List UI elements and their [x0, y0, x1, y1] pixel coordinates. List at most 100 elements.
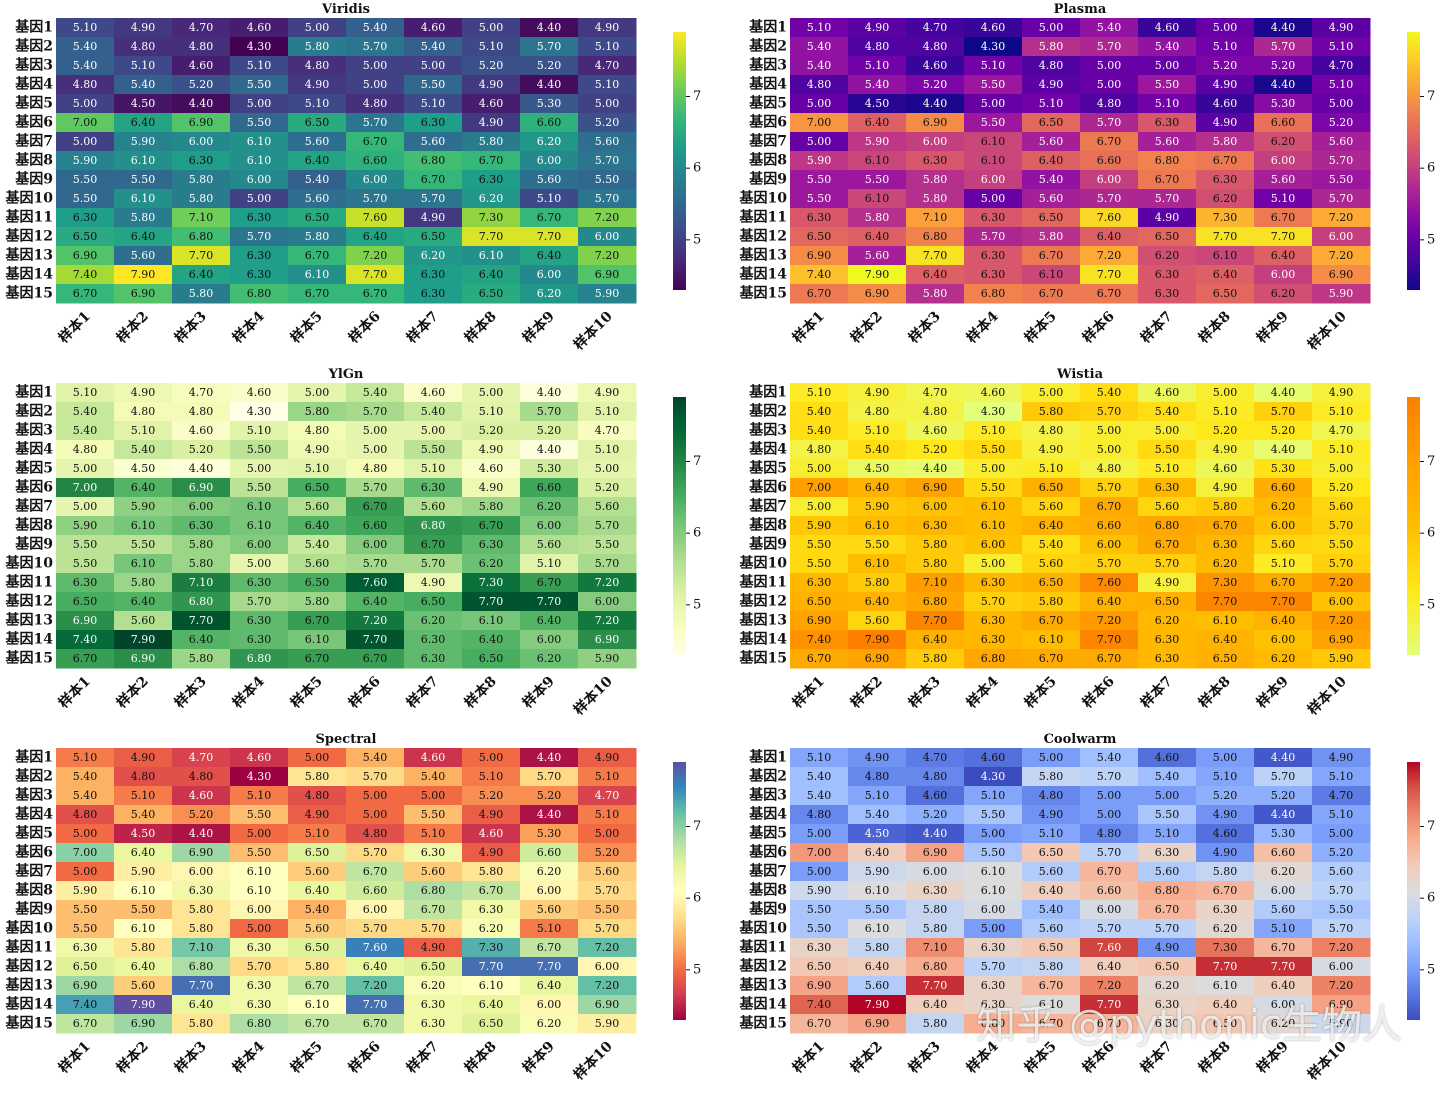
cell-value-label: 6.40 [1097, 230, 1122, 243]
cell-value-label: 5.80 [189, 1017, 214, 1030]
cell-value-label: 5.40 [865, 808, 890, 821]
cell-value-label: 5.10 [131, 424, 156, 437]
heatmap-cell [520, 37, 579, 57]
row-label: 基因1 [749, 19, 787, 36]
cell-value-label: 5.40 [1039, 173, 1064, 186]
cell-value-label: 7.20 [1329, 941, 1354, 954]
cell-value-label: 6.90 [595, 268, 620, 281]
cell-value-label: 4.60 [247, 751, 272, 764]
heatmap-cell [848, 497, 907, 517]
heatmap-cell [1138, 805, 1197, 825]
cell-value-label: 4.90 [479, 116, 504, 129]
heatmap-cell [56, 630, 115, 650]
cell-value-label: 4.80 [923, 770, 948, 783]
cell-value-label: 6.40 [923, 268, 948, 281]
heatmap-cell [230, 75, 289, 95]
heatmap-cell [1080, 748, 1139, 768]
cell-value-label: 5.50 [131, 538, 156, 551]
heatmap-cell [578, 18, 637, 38]
heatmap-cell [404, 824, 463, 844]
cell-value-label: 6.90 [595, 998, 620, 1011]
cell-value-label: 6.40 [189, 268, 214, 281]
cell-value-label: 4.60 [421, 751, 446, 764]
cell-value-label: 5.50 [1155, 808, 1180, 821]
cell-value-label: 6.70 [421, 903, 446, 916]
column-label: 样本8 [1195, 308, 1234, 347]
heatmap-cell [172, 843, 231, 863]
heatmap-cell [1254, 189, 1313, 209]
cell-value-label: 5.80 [1039, 595, 1064, 608]
heatmap-cell [1080, 535, 1139, 555]
panel-title: YlGn [328, 367, 364, 382]
cell-value-label: 5.00 [363, 789, 388, 802]
heatmap-cell [56, 170, 115, 190]
heatmap-cell [114, 1014, 173, 1034]
cell-value-label: 5.50 [981, 116, 1006, 129]
heatmap-cell [1022, 421, 1081, 441]
heatmap-cell [172, 1014, 231, 1034]
cell-value-label: 5.60 [1271, 538, 1296, 551]
heatmap-cell [346, 113, 405, 133]
heatmap-cell [230, 402, 289, 422]
heatmap-cell [346, 402, 405, 422]
cell-value-label: 7.00 [73, 481, 98, 494]
heatmap-cell [404, 37, 463, 57]
row-label: 基因11 [740, 574, 787, 591]
column-label: 样本4 [229, 1038, 268, 1077]
cell-value-label: 5.40 [865, 443, 890, 456]
heatmap-cell [1312, 284, 1371, 304]
heatmap-cell [1254, 767, 1313, 787]
cell-value-label: 7.00 [807, 481, 832, 494]
heatmap-cell [790, 170, 849, 190]
cell-value-label: 5.70 [537, 40, 562, 53]
colorbar [1407, 32, 1420, 290]
heatmap-cell [790, 497, 849, 517]
cell-value-label: 5.50 [807, 557, 832, 570]
heatmap-cell [1196, 573, 1255, 593]
colorbar-tick-label: 6 [693, 891, 701, 906]
row-label: 基因10 [740, 920, 788, 937]
cell-value-label: 5.80 [923, 922, 948, 935]
cell-value-label: 7.20 [595, 211, 620, 224]
heatmap-cell [520, 170, 579, 190]
cell-value-label: 6.40 [537, 249, 562, 262]
heatmap-cell [114, 957, 173, 977]
heatmap-cell [114, 151, 173, 171]
heatmap-cell [1196, 786, 1255, 806]
heatmap-cell [404, 554, 463, 574]
heatmap-cell [520, 881, 579, 901]
cell-value-label: 4.90 [305, 443, 330, 456]
heatmap-cell [404, 56, 463, 76]
heatmap-cell [520, 805, 579, 825]
heatmap-cell [56, 573, 115, 593]
cell-value-label: 6.40 [923, 633, 948, 646]
cell-value-label: 4.90 [1155, 576, 1180, 589]
cell-value-label: 4.80 [305, 424, 330, 437]
cell-value-label: 5.60 [131, 249, 156, 262]
heatmap-cell [1254, 284, 1313, 304]
heatmap-cell [114, 94, 173, 114]
heatmap-cell [114, 786, 173, 806]
cell-value-label: 6.70 [1155, 903, 1180, 916]
heatmap-cell [520, 611, 579, 631]
heatmap-cell [1254, 246, 1313, 266]
heatmap-cell [1080, 900, 1139, 920]
heatmap-cell [1254, 402, 1313, 422]
cell-value-label: 5.60 [1155, 135, 1180, 148]
cell-value-label: 5.40 [1039, 903, 1064, 916]
cell-value-label: 6.10 [865, 192, 890, 205]
column-label: 样本10 [570, 308, 616, 354]
cell-value-label: 6.10 [981, 500, 1006, 513]
cell-value-label: 6.20 [1155, 979, 1180, 992]
heatmap-cell [230, 767, 289, 787]
heatmap-cell [1080, 881, 1139, 901]
heatmap-cell [230, 535, 289, 555]
column-label: 样本5 [287, 673, 326, 712]
cell-value-label: 6.20 [479, 922, 504, 935]
heatmap-cell [906, 421, 965, 441]
cell-value-label: 6.20 [1155, 249, 1180, 262]
heatmap-cell [230, 265, 289, 285]
heatmap-cell [1138, 843, 1197, 863]
heatmap-cell [906, 246, 965, 266]
cell-value-label: 5.70 [363, 557, 388, 570]
